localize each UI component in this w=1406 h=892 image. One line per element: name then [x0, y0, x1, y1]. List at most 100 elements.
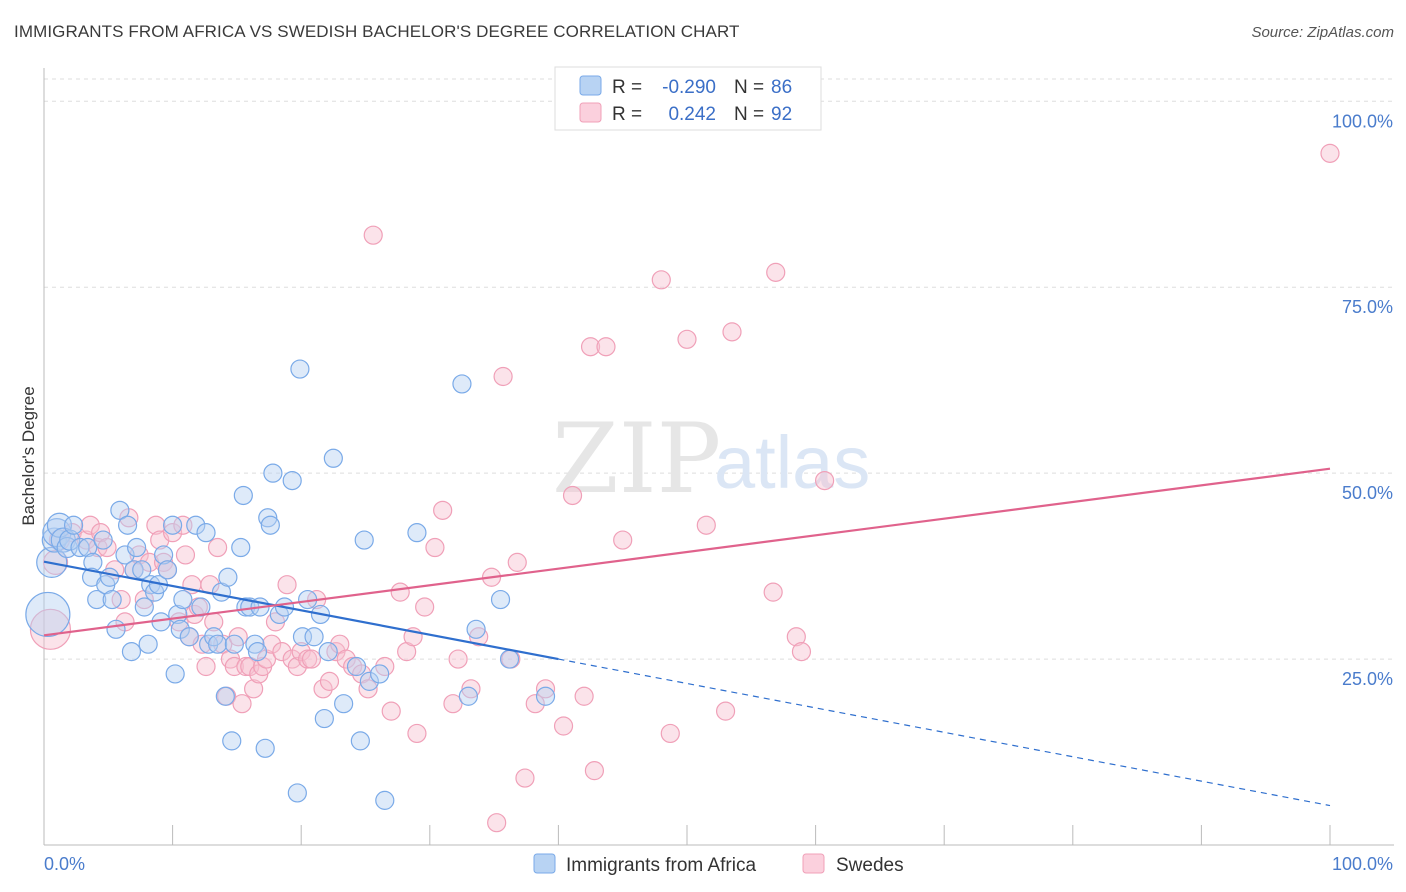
grid [44, 78, 1394, 660]
africa-point-18 [106, 619, 126, 639]
swedes-point-60 [336, 649, 356, 669]
africa-point-48 [218, 567, 238, 587]
trend-line-africa [43, 560, 559, 661]
swedes-point-17 [146, 515, 166, 535]
swedes-point-14 [129, 545, 149, 565]
africa-point-81 [407, 523, 427, 543]
swedes-point-73 [433, 500, 453, 520]
series-swedes [29, 143, 1340, 833]
swedes-point-75 [448, 649, 468, 669]
africa-point-24 [126, 537, 147, 558]
chart-title: IMMIGRANTS FROM AFRICA VS SWEDISH BACHEL… [14, 22, 740, 41]
x-tick-label-max: 100.0% [1332, 854, 1393, 874]
africa-point-80 [375, 790, 395, 810]
swedes-point-103 [815, 470, 835, 491]
africa-point-7 [59, 529, 81, 551]
swedes-point-64 [363, 225, 383, 245]
bottom-legend-label-africa[interactable]: Immigrants from Africa [566, 855, 756, 876]
trend-line-africa-extension [558, 658, 1331, 807]
swedes-point-94 [660, 723, 680, 744]
africa-point-14 [93, 530, 113, 550]
swedes-point-30 [196, 656, 216, 677]
swedes-point-66 [381, 701, 401, 721]
africa-point-49 [222, 731, 242, 751]
africa-point-47 [215, 686, 235, 706]
swedes-point-97 [715, 701, 736, 721]
africa-point-50 [224, 634, 244, 654]
swedes-point-67 [390, 582, 410, 602]
africa-point-42 [196, 523, 216, 543]
swedes-point-33 [208, 537, 228, 558]
swedes-point-72 [425, 537, 445, 558]
africa-point-74 [334, 694, 354, 714]
africa-point-66 [290, 359, 310, 379]
africa-point-72 [318, 642, 338, 662]
africa-point-16 [99, 567, 120, 587]
watermark-zip: ZIP [552, 403, 721, 515]
africa-point-67 [292, 627, 313, 647]
africa-point-22 [121, 642, 142, 662]
swedes-point-76 [461, 679, 481, 699]
africa-point-26 [134, 597, 154, 617]
swedes-point-63 [358, 679, 378, 699]
legend-n-label-africa: N = [734, 77, 764, 98]
y-axis-label: Bachelor's Degree [19, 386, 38, 525]
africa-point-73 [323, 448, 343, 468]
y-tick-label-50: 50.0% [1342, 483, 1393, 503]
legend-swatch-swedes [579, 102, 602, 123]
africa-point-65 [287, 783, 307, 803]
africa-point-56 [247, 642, 268, 662]
swedes-point-101 [786, 627, 806, 647]
swedes-point-83 [515, 768, 535, 788]
africa-point-25 [132, 560, 152, 580]
swedes-point-56 [313, 679, 333, 699]
bottom-legend-swatch-africa[interactable] [533, 853, 556, 874]
swedes-point-90 [584, 761, 605, 781]
swedes-point-5 [80, 515, 100, 535]
africa-point-85 [490, 589, 511, 610]
swedes-point-98 [722, 322, 742, 342]
source-label: Source: ZipAtlas.com [1251, 24, 1394, 41]
africa-point-78 [359, 671, 379, 691]
africa-point-71 [314, 708, 334, 729]
africa-point-0 [25, 591, 71, 638]
africa-point-39 [179, 627, 199, 647]
swedes-point-85 [535, 679, 556, 699]
legend-n-label-swedes: N = [734, 104, 764, 125]
swedes-point-87 [562, 485, 583, 506]
axes [43, 68, 1394, 846]
swedes-point-71 [415, 597, 435, 617]
africa-point-9 [70, 537, 90, 558]
trend-line-swedes [43, 467, 1331, 637]
africa-point-34 [163, 515, 183, 535]
africa-point-52 [233, 485, 253, 506]
africa-point-35 [165, 664, 185, 684]
x-tick-label-min: 0.0% [44, 854, 85, 874]
africa-point-10 [78, 537, 98, 558]
swedes-point-74 [443, 694, 463, 714]
swedes-point-86 [553, 716, 574, 736]
swedes-point-54 [301, 649, 322, 669]
africa-point-76 [350, 731, 370, 751]
swedes-point-39 [232, 694, 252, 714]
africa-point-32 [153, 545, 174, 565]
africa-point-69 [304, 627, 324, 647]
africa-point-55 [245, 634, 265, 654]
swedes-point-104 [1320, 143, 1340, 163]
swedes-point-102 [791, 642, 812, 662]
bottom-legend-label-swedes[interactable]: Swedes [836, 855, 904, 876]
africa-point-27 [138, 634, 158, 654]
y-tick-label-75: 75.0% [1342, 297, 1393, 317]
swedes-point-89 [580, 337, 601, 357]
africa-point-86 [499, 649, 520, 669]
legend-r-label-africa: R = [612, 77, 642, 98]
legend-r-value-africa: -0.290 [662, 77, 716, 98]
swedes-point-37 [224, 656, 244, 677]
bottom-legend-swatch-swedes[interactable] [802, 853, 825, 874]
swedes-point-84 [525, 694, 545, 714]
trend-lines [43, 467, 1331, 807]
swedes-point-77 [469, 627, 489, 647]
y-tick-label-100: 100.0% [1332, 111, 1393, 131]
swedes-point-57 [319, 671, 340, 691]
swedes-point-82 [507, 552, 527, 572]
